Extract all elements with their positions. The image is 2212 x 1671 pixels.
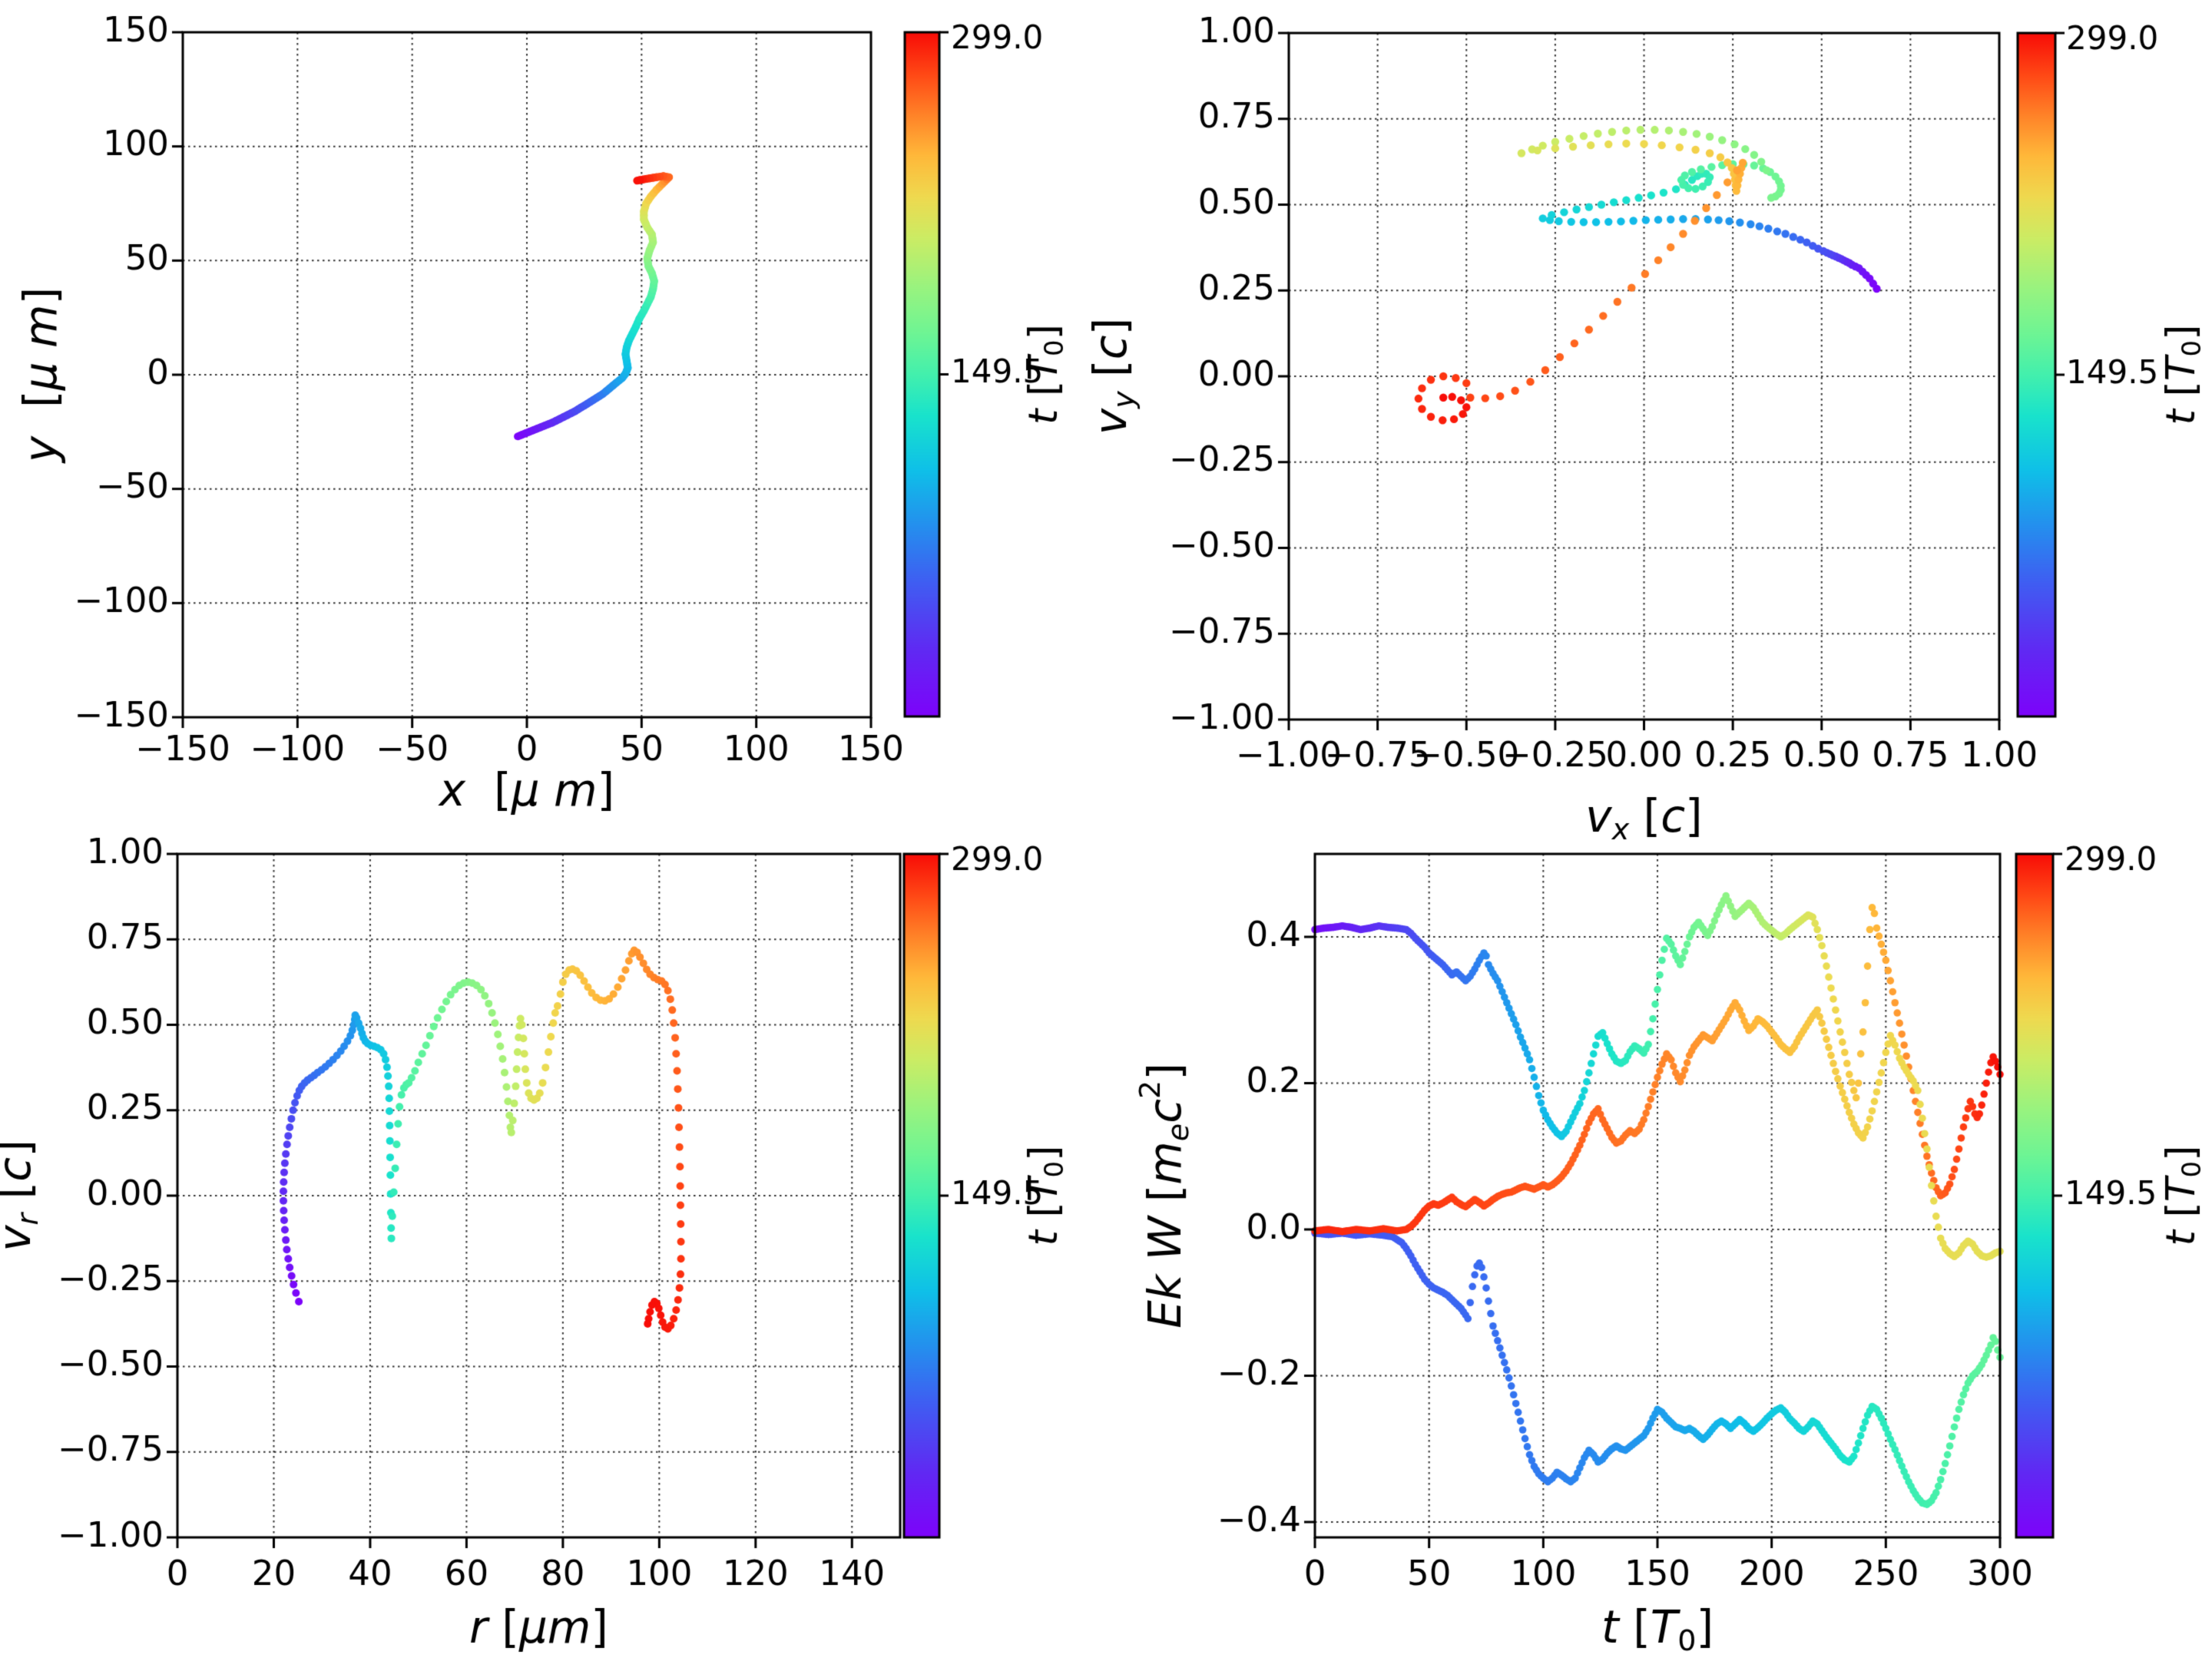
figure-canvas [0, 0, 2212, 1671]
figure [0, 0, 2212, 1671]
